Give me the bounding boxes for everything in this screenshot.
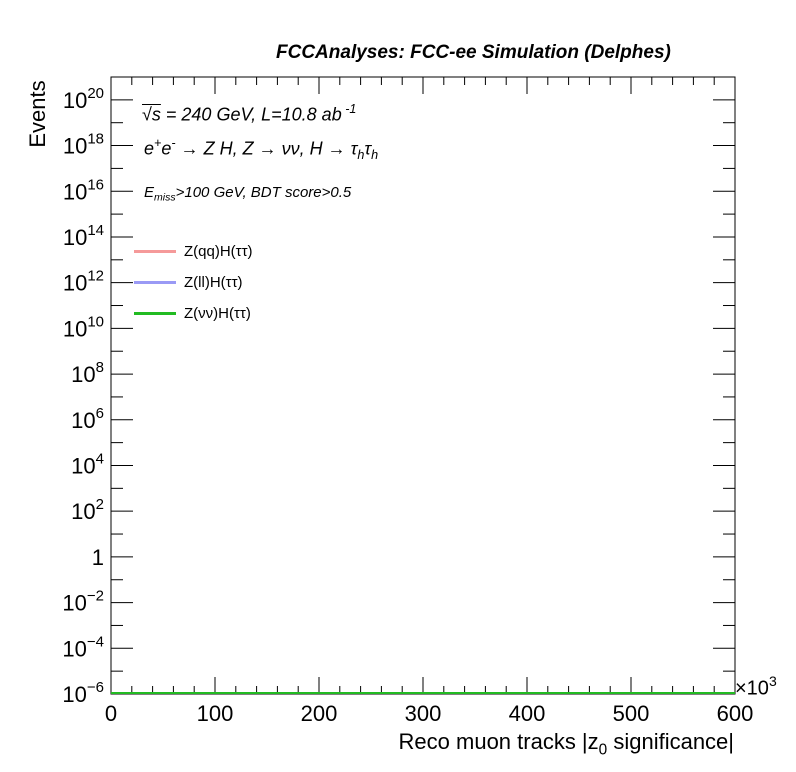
x-tick-label: 0 (105, 701, 117, 726)
x-axis-label-b: significance| (607, 729, 734, 754)
process-decay: → Z H, Z → νν, H → τ (175, 138, 358, 159)
x-axis-label-sub: 0 (598, 741, 608, 759)
annotation-energy-lumi: √s = 240 GeV, L=10.8 ab -1 (142, 102, 356, 126)
y-tick-label: 10−4 (62, 633, 104, 661)
y-tick-label: 1012 (63, 268, 104, 296)
process-e1: e (144, 138, 155, 159)
annotation-selection: Emiss>100 GeV, BDT score>0.5 (144, 184, 351, 204)
x-tick-label: 600 (717, 701, 754, 726)
y-tick-label: 104 (71, 450, 104, 478)
x-axis-multiplier: ×103 (735, 673, 777, 700)
legend-label-zqq: Z(qq)H(ττ) (184, 243, 253, 260)
legend-label-znn: Z(νν)H(ττ) (184, 305, 251, 322)
y-tick-label: 1014 (63, 222, 104, 250)
y-tick-label: 106 (71, 405, 104, 433)
lumi-exponent: -1 (341, 102, 357, 116)
y-axis-label: Events (25, 80, 50, 148)
process-e1-charge: + (154, 136, 162, 150)
plot-frame (110, 76, 736, 695)
x-tick-label: 100 (197, 701, 234, 726)
process-h1: h (357, 147, 365, 162)
x-tick-label: 300 (405, 701, 442, 726)
process-tau2: τ (364, 138, 372, 159)
legend-swatch-znn (134, 312, 176, 315)
y-tick-label: 1016 (63, 176, 104, 204)
chart-header: FCCAnalyses: FCC-ee Simulation (Delphes) (276, 42, 671, 63)
y-tick-label: 1018 (63, 131, 104, 159)
y-tick-label: 1020 (63, 85, 104, 113)
sqrt-s-symbol: √s (142, 104, 161, 125)
y-tick-label: 1010 (63, 313, 104, 341)
x-tick-label: 400 (509, 701, 546, 726)
x-tick-labels: 0 100 200 300 400 500 600 (105, 701, 753, 726)
legend-swatch-zll (134, 281, 176, 284)
y-tick-labels: 10−6 10−4 10−2 1 102 104 106 108 1010 1012 1014 101… (62, 85, 104, 707)
x-tick-label: 500 (613, 701, 650, 726)
selection-e: E (144, 184, 155, 201)
x-axis-label: Reco muon tracks |z0 significance| (399, 729, 734, 759)
y-tick-label: 102 (71, 496, 104, 524)
process-e2: e (161, 138, 172, 159)
annotation-process: e+e- → Z H, Z → νν, H → τhτh (144, 136, 378, 162)
legend-label-zll: Z(ll)H(ττ) (184, 274, 243, 291)
y-tick-label: 10−2 (62, 588, 104, 616)
x-multiplier-exp: 3 (768, 673, 777, 689)
axis-ticks (110, 76, 736, 695)
y-tick-label: 108 (71, 359, 104, 387)
energy-lumi-text: = 240 GeV, L=10.8 ab (160, 104, 342, 125)
x-tick-label: 200 (301, 701, 338, 726)
process-h2: h (371, 147, 379, 162)
y-tick-label: 10−6 (62, 679, 104, 707)
x-multiplier-base: ×10 (735, 677, 769, 700)
legend-item-znn: Z(νν)H(ττ) (134, 298, 253, 329)
legend: Z(qq)H(ττ) Z(ll)H(ττ) Z(νν)H(ττ) (134, 236, 253, 329)
y-tick-label: 1 (92, 545, 104, 570)
legend-swatch-zqq (134, 250, 176, 253)
legend-item-zqq: Z(qq)H(ττ) (134, 236, 253, 267)
selection-cuts: >100 GeV, BDT score>0.5 (175, 184, 352, 201)
x-axis-label-a: Reco muon tracks |z (398, 729, 599, 754)
legend-item-zll: Z(ll)H(ττ) (134, 267, 253, 298)
process-e2-charge: - (171, 136, 176, 150)
selection-miss: miss (154, 191, 176, 204)
